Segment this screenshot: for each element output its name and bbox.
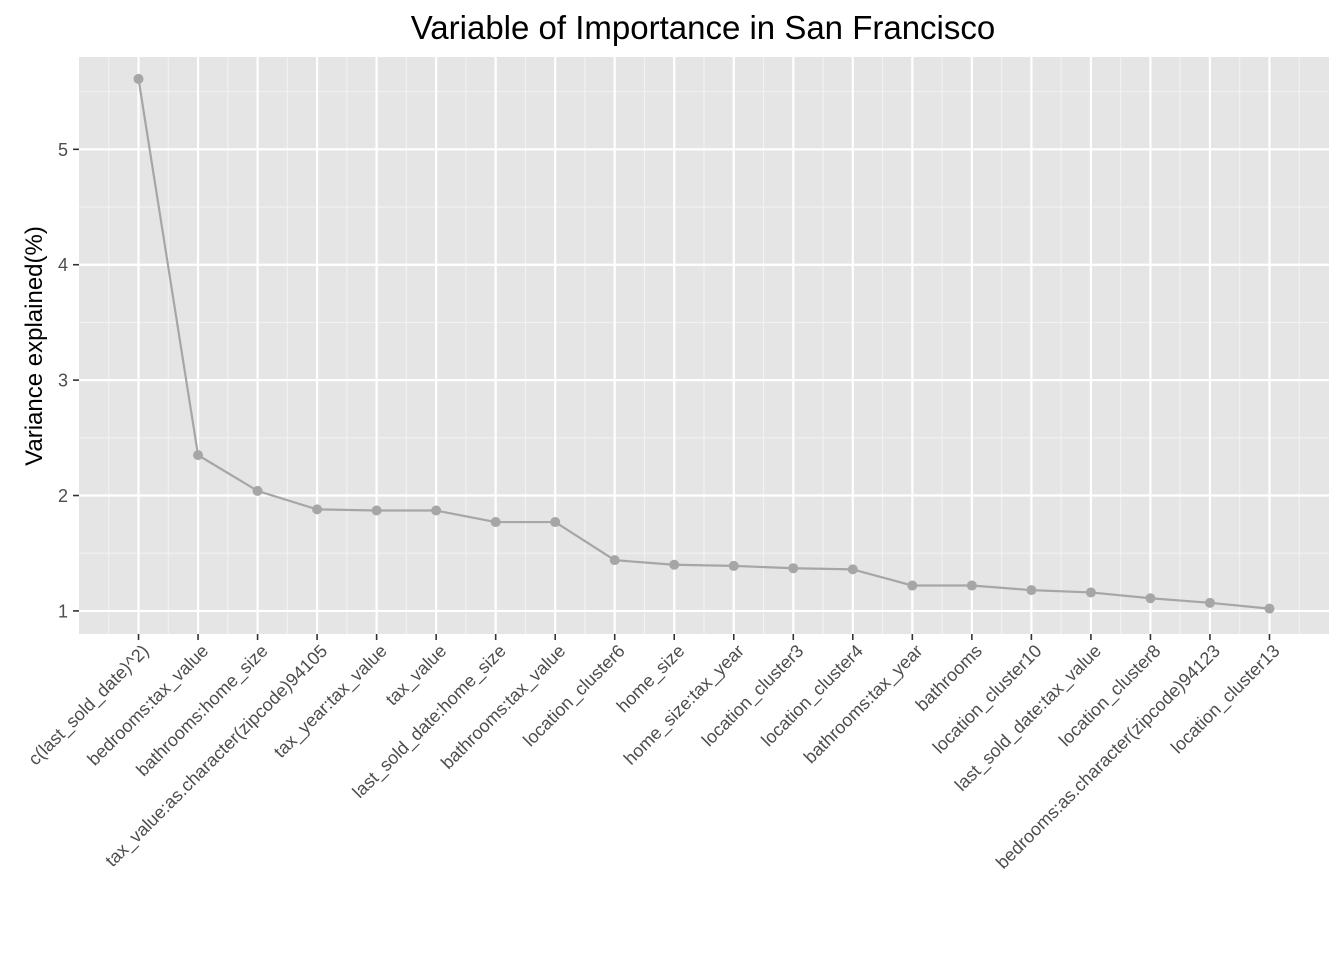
y-tick-label: 5 bbox=[58, 140, 68, 160]
y-tick-label: 4 bbox=[58, 255, 68, 275]
series-line-path bbox=[137, 78, 1270, 610]
y-tick-label: 1 bbox=[58, 601, 68, 621]
data-point bbox=[550, 517, 561, 528]
x-tick-label: location_cluster13 bbox=[1167, 641, 1284, 758]
data-point bbox=[252, 485, 263, 496]
x-tick-label: location_cluster4 bbox=[757, 641, 867, 751]
data-point bbox=[609, 555, 620, 566]
x-tick-label: location_cluster6 bbox=[519, 641, 629, 751]
x-tick-label: bedrooms:as.character(zipcode)94123 bbox=[992, 641, 1224, 873]
data-point bbox=[728, 560, 739, 571]
data-point bbox=[312, 504, 323, 515]
x-tick-label: location_cluster8 bbox=[1055, 641, 1165, 751]
data-point bbox=[907, 580, 918, 591]
y-tick-label: 3 bbox=[58, 371, 68, 391]
data-point bbox=[1026, 585, 1037, 596]
data-point bbox=[371, 505, 382, 516]
data-point bbox=[1204, 597, 1215, 608]
data-point bbox=[1264, 603, 1275, 614]
x-tick-label: tax_year:tax_value bbox=[270, 641, 392, 763]
data-point bbox=[193, 450, 204, 461]
data-point bbox=[1145, 593, 1156, 604]
x-tick-label: location_cluster3 bbox=[698, 641, 808, 751]
data-point bbox=[966, 580, 977, 591]
data-point bbox=[669, 559, 680, 570]
data-point bbox=[847, 564, 858, 575]
data-point bbox=[788, 563, 799, 574]
data-point bbox=[1085, 587, 1096, 598]
series-line bbox=[133, 73, 1275, 614]
x-tick-label: bathrooms:tax_year bbox=[800, 641, 927, 768]
y-axis-title: Variance explained(%) bbox=[21, 226, 48, 466]
grid-lines bbox=[79, 57, 1329, 634]
y-tick-label: 2 bbox=[58, 486, 68, 506]
data-point bbox=[431, 505, 442, 516]
x-tick-label: location_cluster10 bbox=[929, 641, 1046, 758]
chart-title: Variable of Importance in San Francisco bbox=[411, 9, 996, 46]
axes bbox=[73, 148, 1271, 640]
data-point bbox=[133, 73, 144, 84]
data-point bbox=[490, 517, 501, 528]
x-tick-label: tax_value:as.character(zipcode)94105 bbox=[101, 641, 332, 872]
